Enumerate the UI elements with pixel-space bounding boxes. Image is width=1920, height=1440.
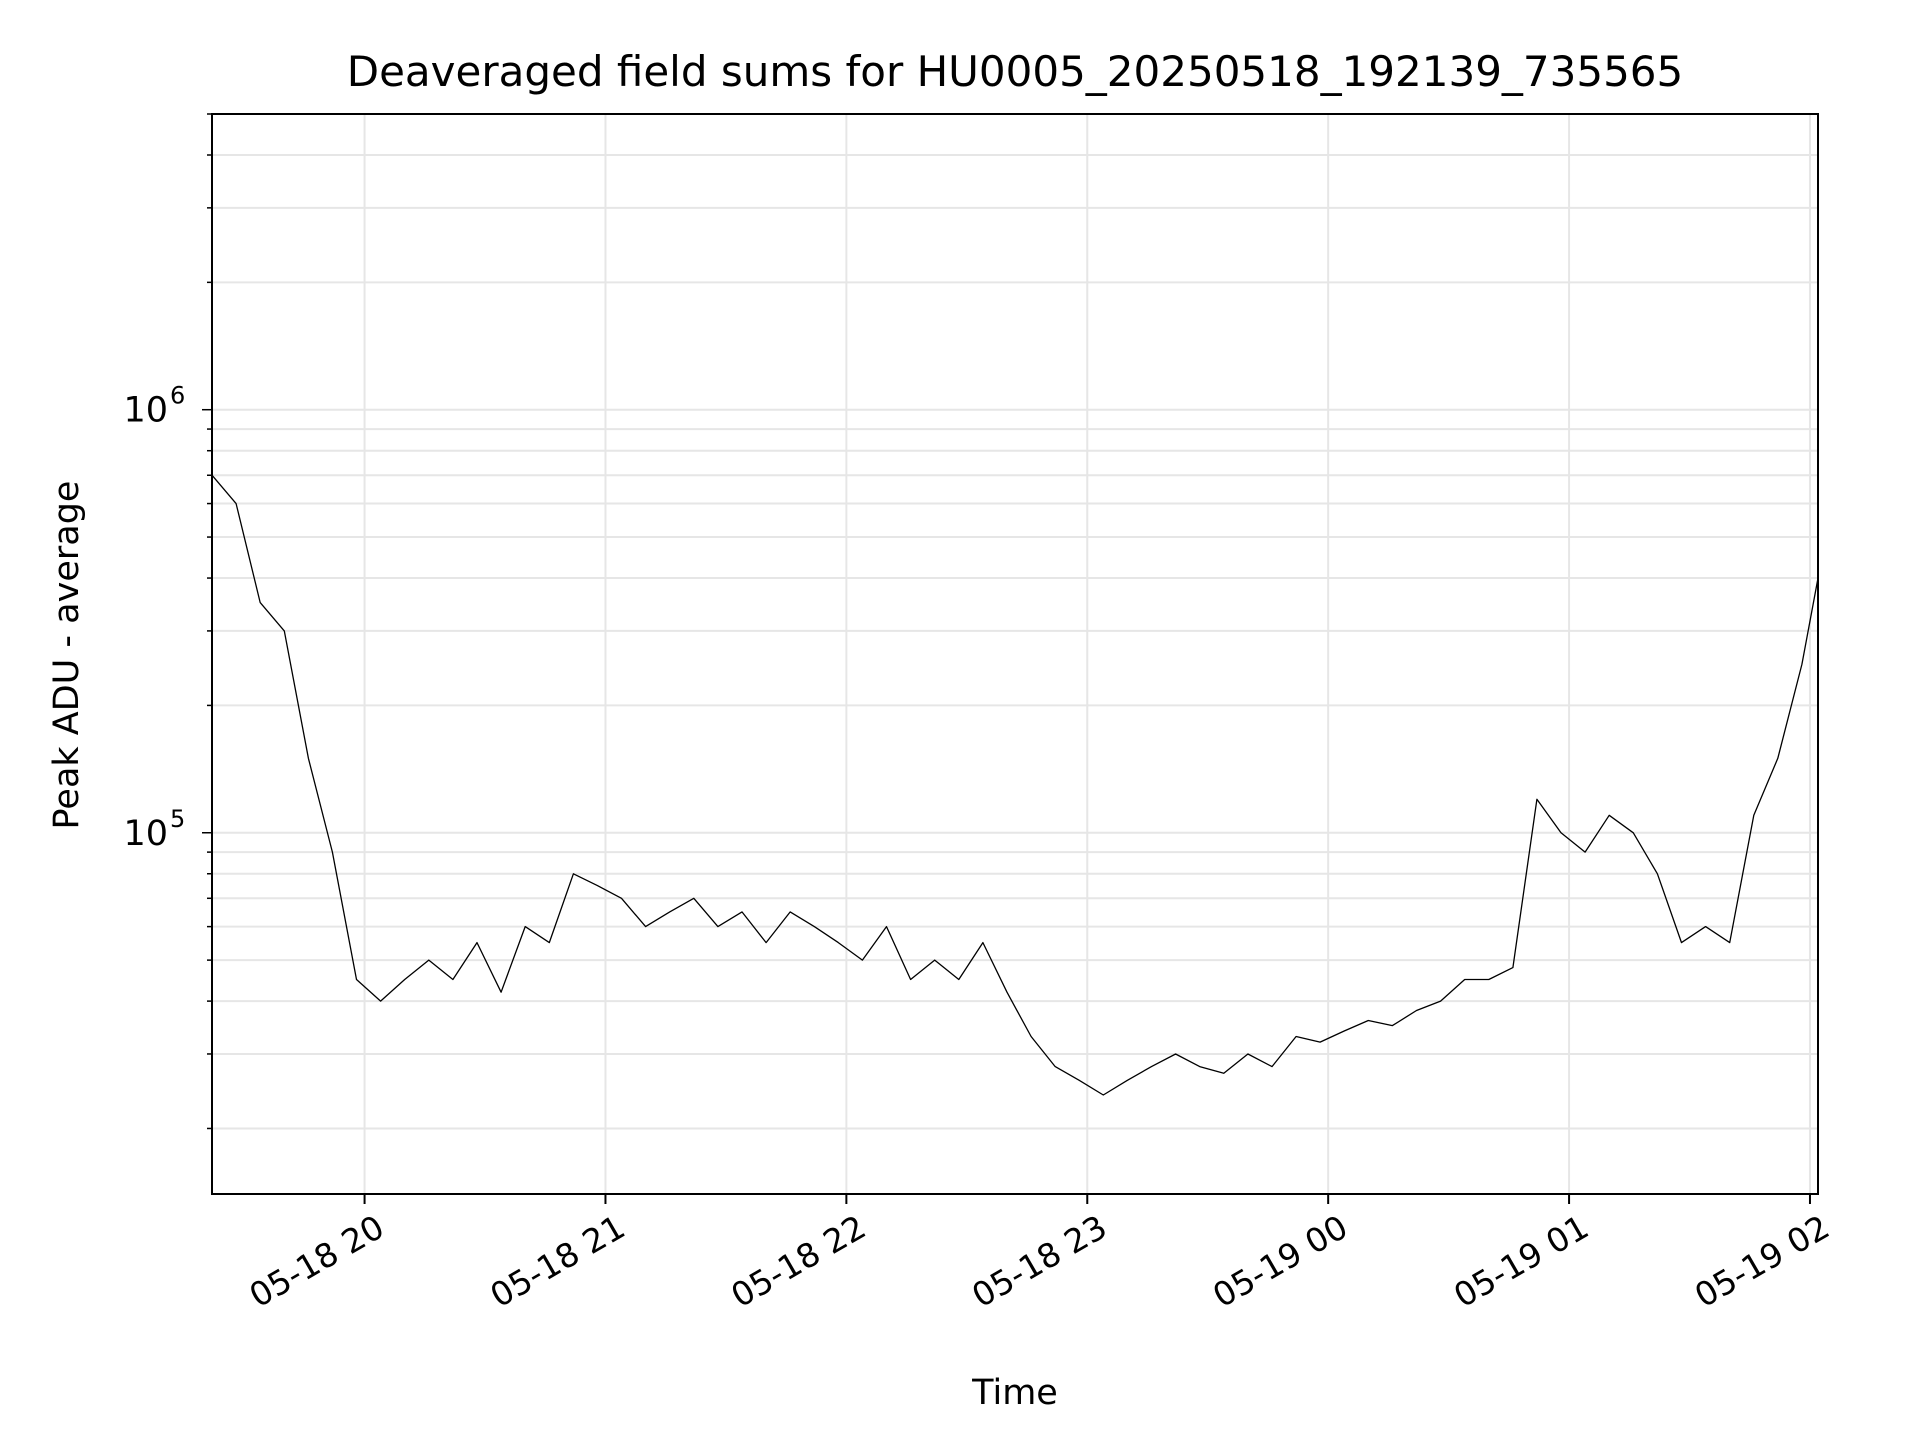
x-tick-label: 05-18 20 — [243, 1207, 391, 1315]
chart-title: Deaveraged field sums for HU0005_2025051… — [347, 47, 1684, 96]
series-line — [211, 474, 1819, 1096]
y-tick-exponent: 6 — [170, 382, 185, 410]
x-tick-label: 05-19 00 — [1206, 1207, 1354, 1315]
x-tick-label: 05-18 23 — [965, 1207, 1113, 1315]
x-tick-label: 05-18 22 — [724, 1207, 872, 1315]
x-tick-label: 05-19 02 — [1688, 1207, 1836, 1315]
y-tick-label: 10 — [123, 391, 168, 431]
plot-frame — [211, 113, 1819, 1195]
x-tick-label: 05-19 01 — [1447, 1207, 1595, 1315]
x-axis-ticks: 05-18 20 05-18 21 05-18 22 05-18 23 05-19 00… — [243, 1194, 1836, 1315]
x-tick-label: 05-18 21 — [483, 1207, 631, 1315]
y-tick-exponent: 5 — [170, 805, 185, 833]
y-axis-label: Peak ADU - average — [47, 481, 87, 830]
y-tick-label: 10 — [123, 814, 168, 854]
x-axis-label: Time — [971, 1373, 1058, 1413]
grid — [212, 113, 1818, 1194]
